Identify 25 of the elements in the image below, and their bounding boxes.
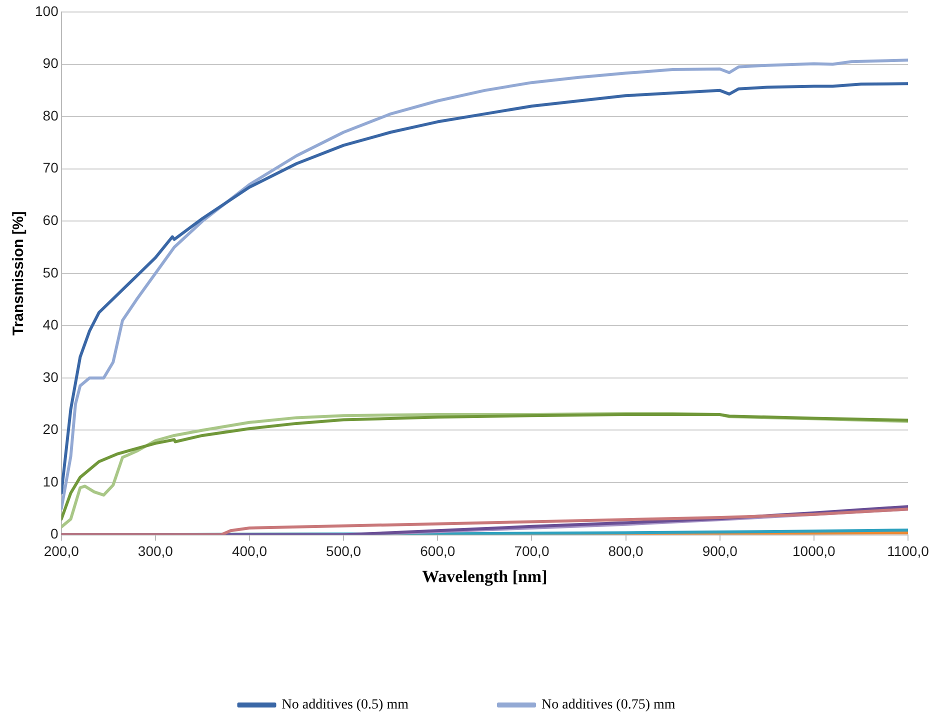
x-tick-label: 700,0 bbox=[514, 543, 550, 560]
x-tick-label: 900,0 bbox=[702, 543, 738, 560]
x-tick-label: 200,0 bbox=[44, 543, 80, 560]
x-axis-title: Wavelength [nm] bbox=[422, 567, 548, 586]
y-tick-label: 0 bbox=[50, 526, 59, 542]
x-tick-label: 600,0 bbox=[420, 543, 456, 560]
legend-label: No additives (0.75) mm bbox=[542, 698, 676, 713]
y-tick-label: 100 bbox=[35, 2, 59, 19]
y-tick-label: 20 bbox=[42, 421, 59, 438]
y-tick-label: 50 bbox=[42, 264, 59, 280]
y-tick-label: 80 bbox=[42, 107, 59, 124]
x-tick-label: 1100,0 bbox=[887, 543, 930, 560]
x-tick-label: 400,0 bbox=[232, 543, 268, 560]
x-tick-label: 300,0 bbox=[138, 543, 174, 560]
y-axis-title: Transmission [%] bbox=[10, 211, 28, 336]
y-tick-label: 90 bbox=[42, 55, 59, 72]
x-tick-label: 500,0 bbox=[326, 543, 362, 560]
y-tick-label: 30 bbox=[42, 368, 59, 385]
legend-label: No additives (0.5) mm bbox=[282, 698, 409, 713]
y-tick-label: 70 bbox=[42, 160, 59, 176]
y-tick-label: 40 bbox=[42, 316, 59, 333]
x-tick-label: 1000,0 bbox=[792, 543, 836, 560]
y-tick-label: 60 bbox=[42, 212, 59, 228]
y-tick-label: 10 bbox=[42, 473, 59, 490]
x-tick-label: 800,0 bbox=[608, 543, 644, 560]
